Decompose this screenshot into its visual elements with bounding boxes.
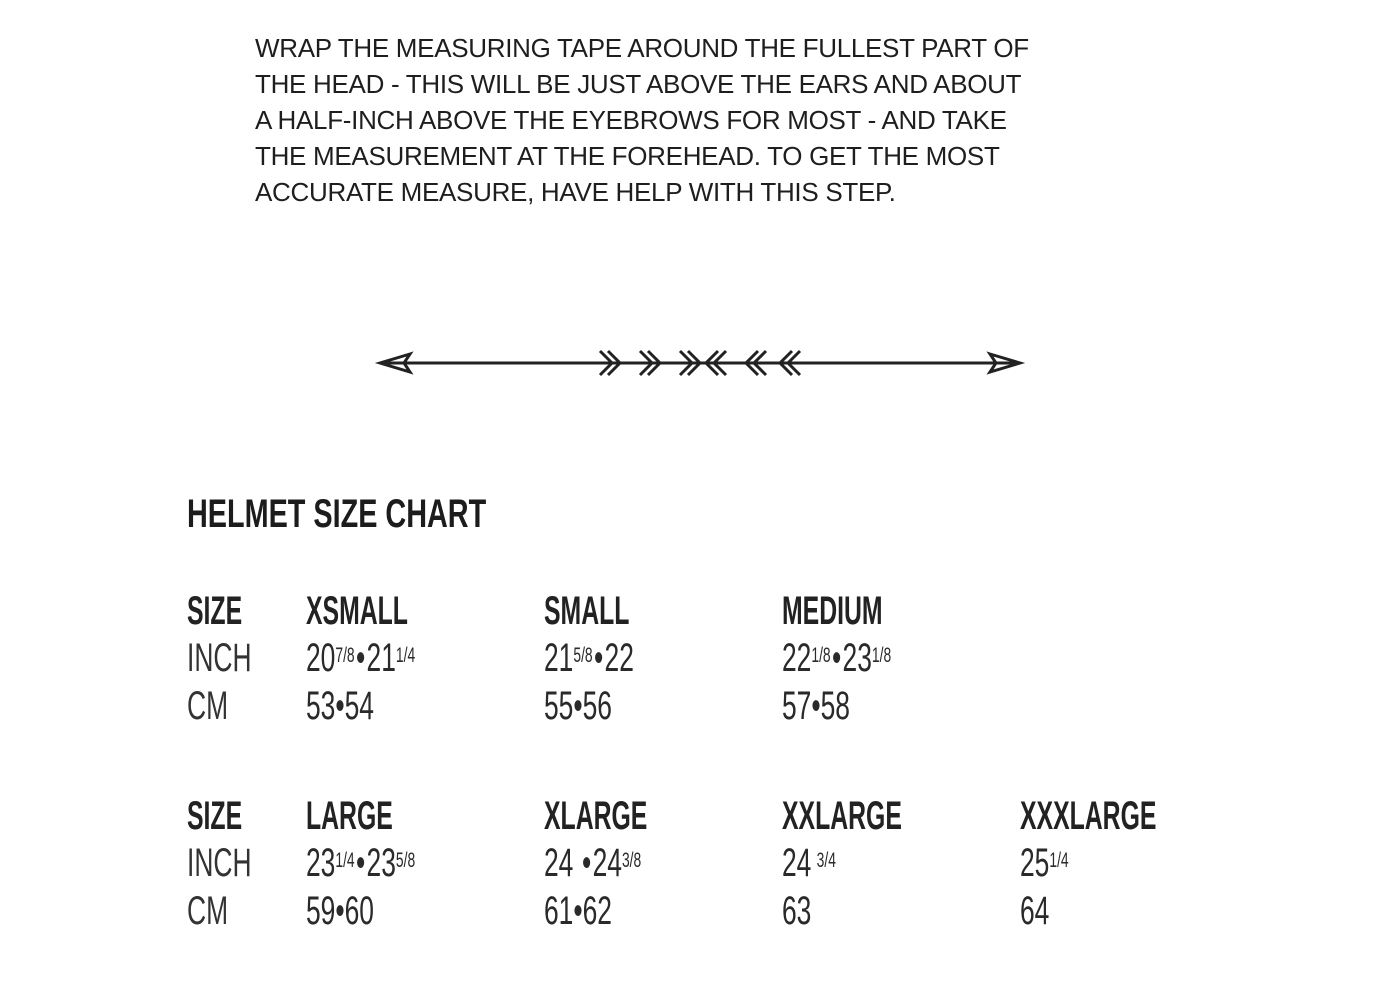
instruction-line: THE HEAD - THIS WILL BE JUST ABOVE THE E… [255,69,1022,99]
inch-value: 24 3/4 [782,843,836,883]
inch-fraction: 5/8 [395,849,416,872]
instruction-line: ACCURATE MEASURE, HAVE HELP WITH THIS ST… [255,177,896,207]
inch-value: 215/8•22 [544,638,634,678]
separator: • [355,841,366,885]
cm-value: 53•54 [306,684,374,728]
inch-whole: 24 [592,841,622,885]
inch-fraction: 1/8 [811,644,831,667]
separator: • [831,636,842,680]
inch-fraction: 1/4 [395,644,416,667]
inch-whole: 21 [366,636,396,680]
inch-whole: 23 [366,841,396,885]
cm-value: 59•60 [306,889,374,933]
inch-value: 221/8•231/8 [782,638,891,678]
size-name: SMALL [544,589,630,633]
inch-value: 207/8•211/4 [306,638,415,678]
cm-value: 63 [782,889,812,933]
inch-whole: 22 [782,636,812,680]
cm-value: 61•62 [544,889,612,933]
chart-title: HELMET SIZE CHART [187,492,487,536]
cm-value: 55•56 [544,684,612,728]
inch-fraction: 1/4 [335,849,355,872]
instruction-line: THE MEASUREMENT AT THE FOREHEAD. TO GET … [255,141,1000,171]
inch-value: 251/4 [1020,843,1069,883]
separator: • [593,636,604,680]
instruction-line: A HALF-INCH ABOVE THE EYEBROWS FOR MOST … [255,105,1007,135]
cm-value: 64 [1020,889,1050,933]
size-name: XSMALL [306,589,408,633]
inch-whole: 24 [544,841,574,885]
inch-whole: 21 [544,636,574,680]
inch-fraction: 7/8 [335,644,355,667]
cm-value: 57•58 [782,684,850,728]
inch-row-label: INCH [187,636,252,680]
inch-fraction: 3/8 [621,849,642,872]
inch-fraction: 5/8 [573,644,593,667]
inch-fraction: 1/8 [871,644,892,667]
inch-whole: 24 [782,841,812,885]
size-row-label: SIZE [187,589,243,633]
cm-row-label: CM [187,889,229,933]
inch-whole: 23 [306,841,336,885]
instruction-line: WRAP THE MEASURING TAPE AROUND THE FULLE… [255,33,1029,63]
inch-whole: 22 [604,636,634,680]
cm-row-label: CM [187,684,229,728]
separator: • [582,841,592,885]
measuring-instructions: WRAP THE MEASURING TAPE AROUND THE FULLE… [255,30,1029,210]
inch-fraction: 1/4 [1049,849,1069,872]
inch-whole: 25 [1020,841,1050,885]
inch-value: 24 •243/8 [544,843,641,883]
inch-whole: 23 [842,636,872,680]
size-row-label: SIZE [187,794,243,838]
inch-fraction: 3/4 [816,849,836,872]
inch-whole: 20 [306,636,336,680]
inch-row-label: INCH [187,841,252,885]
size-name: XXXLARGE [1020,794,1157,838]
separator: • [355,636,366,680]
inch-value: 231/4•235/8 [306,843,415,883]
size-name: MEDIUM [782,589,883,633]
size-name: LARGE [306,794,393,838]
size-name: XXLARGE [782,794,902,838]
size-name: XLARGE [544,794,648,838]
